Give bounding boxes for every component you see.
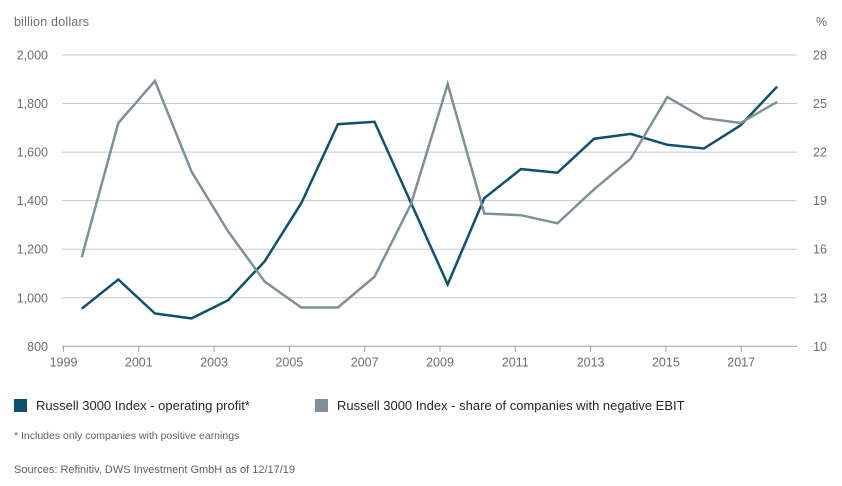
left-axis-tick-label: 2,000: [17, 49, 48, 63]
x-axis-tick-label: 2013: [577, 355, 605, 369]
left-axis-title: billion dollars: [14, 15, 90, 29]
right-axis-tick-label: 25: [813, 97, 827, 111]
x-axis-tick-label: 2017: [727, 355, 755, 369]
left-axis-tick-label: 1,400: [17, 194, 48, 208]
legend-swatch-negative-ebit: [315, 399, 328, 412]
left-axis-tick-label: 800: [27, 340, 48, 354]
left-axis-tick-label: 1,000: [17, 291, 48, 305]
right-axis-tick-label: 16: [813, 243, 827, 257]
negative-ebit-line: [80, 78, 778, 309]
x-axis-tick-label: 2015: [652, 355, 680, 369]
right-axis-tick-label: 10: [813, 340, 827, 354]
right-axis-tick-label: 28: [813, 49, 827, 63]
right-axis-tick-label: 22: [813, 146, 827, 160]
left-axis-tick-label: 1,600: [17, 146, 48, 160]
x-axis-tick-label: 2009: [426, 355, 454, 369]
operating-profit-line: [80, 85, 779, 320]
x-axis-tick-label: 2011: [502, 355, 529, 369]
legend-label-operating-profit: Russell 3000 Index - operating profit*: [36, 398, 250, 413]
legend-item-operating-profit: Russell 3000 Index - operating profit*: [14, 398, 250, 413]
chart-legend: Russell 3000 Index - operating profit* R…: [14, 398, 828, 416]
x-axis-tick-label: 2007: [351, 355, 379, 369]
legend-label-negative-ebit: Russell 3000 Index - share of companies …: [337, 398, 685, 413]
left-axis-tick-label: 1,200: [17, 243, 48, 257]
sources-line: Sources: Refinitiv, DWS Investment GmbH …: [14, 464, 296, 476]
right-axis-tick-label: 13: [813, 291, 827, 305]
x-axis-tick-label: 1999: [50, 355, 78, 369]
x-axis-tick-label: 2005: [275, 355, 303, 369]
x-axis-tick-label: 2003: [200, 355, 228, 369]
footnote: * Includes only companies with positive …: [14, 430, 240, 442]
x-axis-tick-label: 2001: [125, 355, 153, 369]
legend-swatch-operating-profit: [14, 399, 27, 412]
legend-item-negative-ebit: Russell 3000 Index - share of companies …: [315, 398, 685, 413]
right-axis-tick-label: 19: [813, 194, 827, 208]
right-axis-title: %: [816, 15, 828, 29]
dual-axis-line-chart: 2,000 1,800 1,600 1,400 1,200 1,000 800 28 25 22 1…: [17, 49, 827, 370]
left-axis-tick-label: 1,800: [17, 97, 48, 111]
